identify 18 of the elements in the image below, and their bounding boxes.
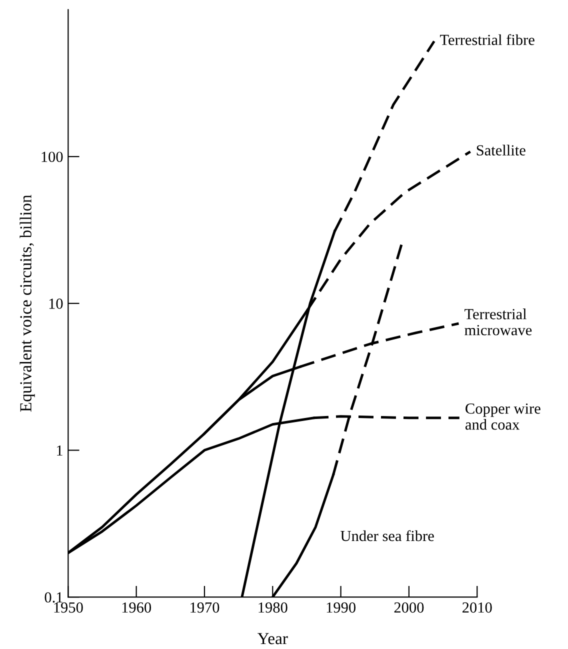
series-label: Under sea fibre [340, 530, 434, 542]
x-tick-label: 2000 [394, 602, 424, 613]
x-tick-label: 1990 [326, 602, 356, 613]
y-tick-label: 0.1 [44, 592, 62, 603]
series-label: Terrestrial fibre [440, 34, 534, 46]
series-label: Copper wire and coax [465, 403, 540, 430]
y-tick-label: 1 [57, 445, 62, 456]
series-label: Terrestrial microwave [464, 308, 532, 336]
y-axis-title: Equivalent voice circuits, billion [20, 194, 35, 412]
series-label: Satellite [476, 144, 526, 156]
y-tick-label: 10 [49, 298, 63, 309]
x-tick-label: 1980 [258, 602, 288, 613]
x-axis-title: Year [257, 633, 288, 644]
x-tick-label: 2010 [462, 602, 492, 613]
y-tick-label: 100 [42, 152, 63, 162]
x-tick-label: 1960 [122, 602, 152, 613]
x-tick-label: 1950 [54, 602, 83, 613]
x-tick-label: 1970 [190, 602, 220, 613]
